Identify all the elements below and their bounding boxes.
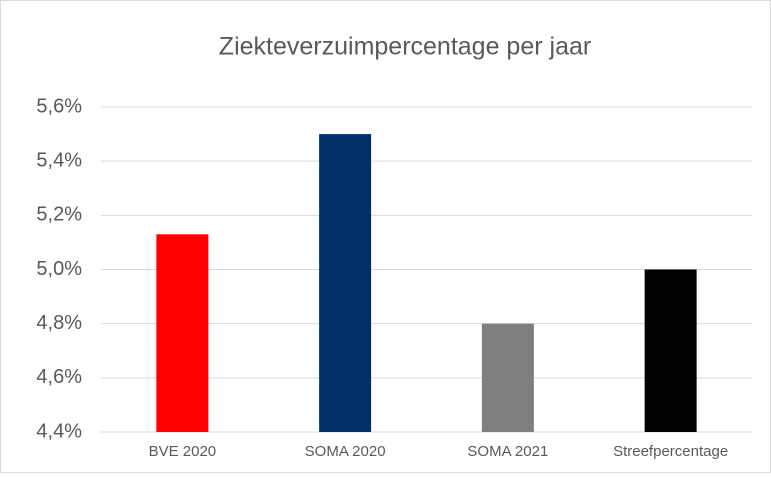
x-tick-label: Streefpercentage (613, 443, 728, 460)
chart-title: Ziekteverzuimpercentage per jaar (219, 33, 591, 61)
bar (481, 323, 534, 432)
x-tick-label: SOMA 2020 (305, 443, 386, 460)
y-tick-label: 5,2% (36, 204, 82, 226)
x-tick-label: SOMA 2021 (467, 443, 548, 460)
y-tick-label: 5,0% (36, 258, 82, 280)
bar (156, 234, 209, 432)
y-tick-label: 4,4% (36, 420, 82, 442)
x-tick-label: BVE 2020 (149, 443, 217, 460)
y-tick-label: 5,6% (36, 95, 82, 117)
y-tick-label: 5,4% (36, 149, 82, 171)
bar (319, 134, 372, 433)
y-tick-label: 4,6% (36, 366, 82, 388)
bar (644, 269, 697, 432)
y-tick-label: 4,8% (36, 312, 82, 334)
